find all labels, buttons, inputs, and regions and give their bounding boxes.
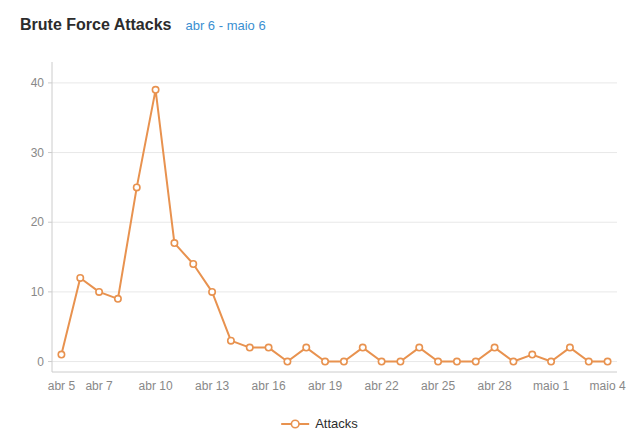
- point: [510, 358, 516, 364]
- x-tick-label: abr 5: [48, 379, 76, 393]
- y-tick: [48, 152, 52, 153]
- point: [96, 289, 102, 295]
- grid-line: [52, 152, 617, 153]
- x-tick-label: maio 1: [533, 379, 569, 393]
- point: [247, 344, 253, 350]
- point: [303, 344, 309, 350]
- point: [473, 358, 479, 364]
- x-tick-label: abr 22: [365, 379, 399, 393]
- grid-line: [52, 222, 617, 223]
- y-tick: [48, 82, 52, 83]
- point: [454, 358, 460, 364]
- legend-marker: [291, 420, 299, 428]
- y-tick-label: 30: [31, 146, 45, 160]
- point: [416, 344, 422, 350]
- subtitle: abr 6 - maio 6: [185, 18, 265, 33]
- y-tick-label: 10: [31, 285, 45, 299]
- x-tick-label: abr 13: [195, 379, 229, 393]
- point: [265, 344, 271, 350]
- line: [61, 90, 607, 362]
- x-tick-label: maio 4: [590, 379, 626, 393]
- point: [190, 261, 196, 267]
- x-tick-label: abr 28: [478, 379, 512, 393]
- grid-line: [52, 291, 617, 292]
- title: Brute Force Attacks: [20, 16, 172, 33]
- x-tick-label: abr 25: [421, 379, 455, 393]
- plot-area: [58, 87, 611, 365]
- y-axis: [52, 62, 53, 372]
- y-tick: [48, 361, 52, 362]
- x-tick-label: abr 19: [308, 379, 342, 393]
- point: [529, 351, 535, 357]
- x-tick-label: abr 16: [252, 379, 286, 393]
- y-tick-label: 0: [37, 355, 44, 369]
- point: [435, 358, 441, 364]
- legend-label: Attacks: [315, 416, 358, 431]
- point: [548, 358, 554, 364]
- point: [171, 240, 177, 246]
- y-tick: [48, 291, 52, 292]
- point: [567, 344, 573, 350]
- chart: Brute Force Attacks abr 6 - maio 6 0 10 20 30…: [0, 0, 639, 446]
- point: [77, 275, 83, 281]
- y-tick: [48, 222, 52, 223]
- point: [228, 337, 234, 343]
- y-tick-label: 40: [31, 76, 45, 90]
- x-axis: [52, 372, 617, 373]
- point: [341, 358, 347, 364]
- point: [115, 296, 121, 302]
- legend: Attacks: [281, 416, 358, 431]
- point: [209, 289, 215, 295]
- x-tick-label: abr 10: [139, 379, 173, 393]
- point: [322, 358, 328, 364]
- point: [397, 358, 403, 364]
- point: [360, 344, 366, 350]
- point: [491, 344, 497, 350]
- point: [604, 358, 610, 364]
- x-tick-label: abr 7: [85, 379, 113, 393]
- point: [152, 87, 158, 93]
- point: [586, 358, 592, 364]
- y-tick-label: 20: [31, 215, 45, 229]
- point: [378, 358, 384, 364]
- grid-line: [52, 82, 617, 83]
- point: [134, 184, 140, 190]
- point: [58, 351, 64, 357]
- grid: [52, 83, 617, 362]
- point: [284, 358, 290, 364]
